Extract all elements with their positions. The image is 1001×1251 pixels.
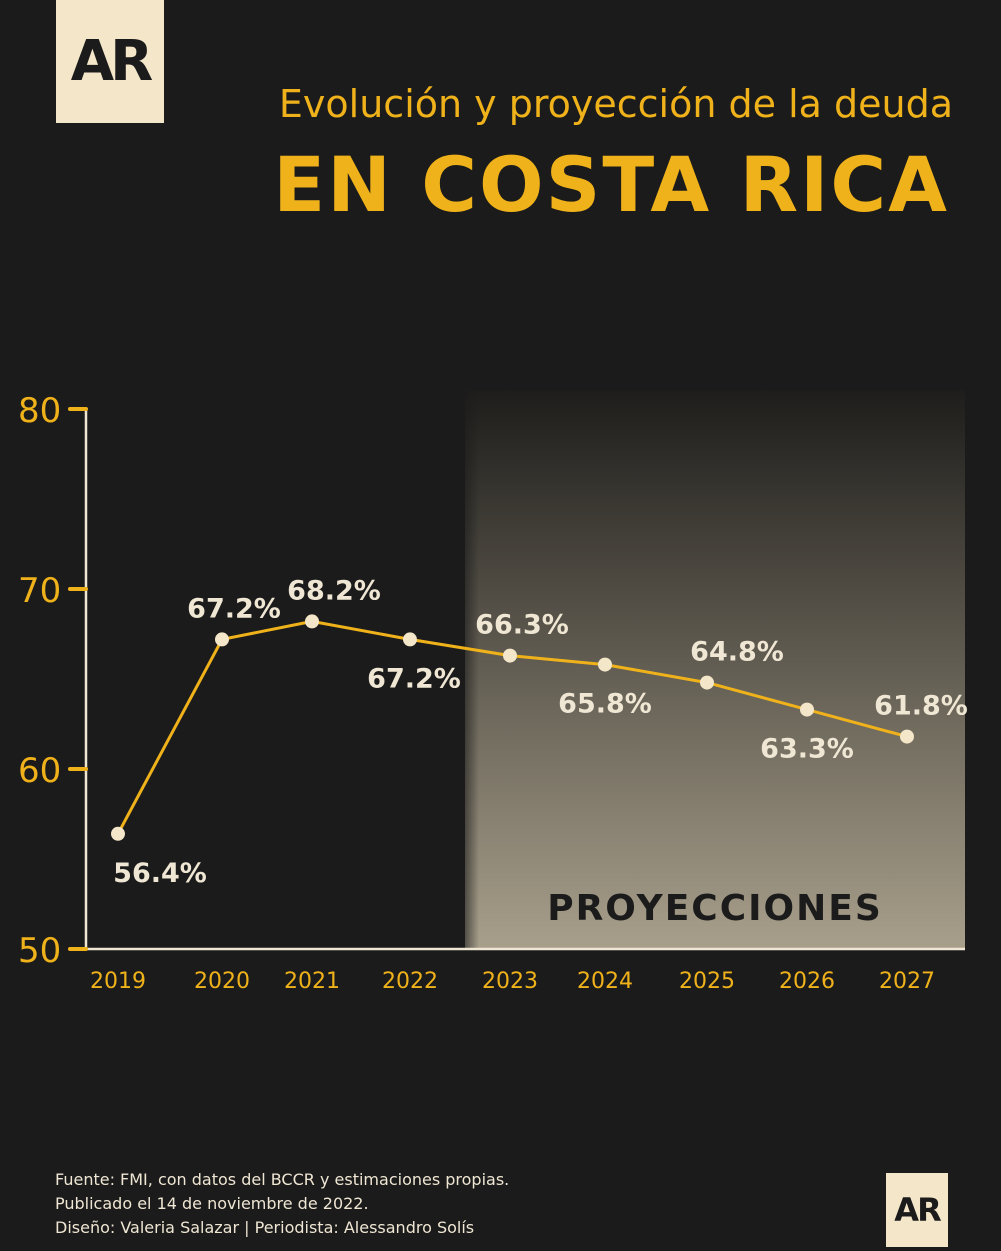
data-label: 61.8%	[874, 691, 968, 722]
x-tick-label: 2027	[879, 969, 935, 994]
data-point	[305, 614, 319, 629]
data-label: 64.8%	[690, 637, 784, 668]
data-label: 67.2%	[187, 593, 281, 624]
x-tick-label: 2022	[382, 969, 438, 994]
brand-logo-footer: AR	[886, 1173, 948, 1247]
footer-credits: Diseño: Valeria Salazar | Periodista: Al…	[55, 1218, 475, 1237]
footer: Fuente: FMI, con datos del BCCR y estima…	[55, 1168, 509, 1240]
y-tick-label: 80	[18, 391, 61, 431]
x-tick-label: 2020	[194, 969, 250, 994]
data-point	[598, 657, 612, 672]
data-label: 63.3%	[760, 734, 854, 765]
x-tick-label: 2021	[284, 969, 340, 994]
footer-source: Fuente: FMI, con datos del BCCR y estima…	[55, 1170, 510, 1189]
data-label: 66.3%	[475, 610, 569, 641]
x-tick-label: 2023	[482, 969, 538, 994]
data-point	[700, 675, 714, 690]
data-label: 68.2%	[287, 575, 381, 606]
data-label: 65.8%	[558, 689, 652, 720]
x-tick-label: 2024	[577, 969, 633, 994]
chart-subtitle: Evolución y proyección de la deuda	[278, 82, 953, 126]
y-tick-label: 50	[18, 931, 61, 971]
data-point	[900, 729, 914, 744]
footer-published: Publicado el 14 de noviembre de 2022.	[55, 1194, 369, 1213]
brand-logo: AR	[56, 0, 164, 123]
y-tick-label: 70	[18, 571, 61, 611]
data-point	[111, 826, 125, 841]
data-point	[800, 702, 814, 717]
x-tick-label: 2025	[679, 969, 735, 994]
data-label: 67.2%	[367, 663, 461, 694]
data-point	[403, 632, 417, 647]
y-tick-label: 60	[18, 751, 61, 791]
projection-area	[465, 390, 965, 949]
data-point	[215, 632, 229, 647]
data-point	[503, 648, 517, 663]
projection-label: PROYECCIONES	[547, 888, 883, 929]
chart-title: EN COSTA RICA	[273, 140, 949, 229]
projection-area-edge	[465, 390, 479, 949]
x-tick-label: 2019	[90, 969, 146, 994]
data-label: 56.4%	[113, 858, 207, 889]
x-tick-label: 2026	[779, 969, 835, 994]
